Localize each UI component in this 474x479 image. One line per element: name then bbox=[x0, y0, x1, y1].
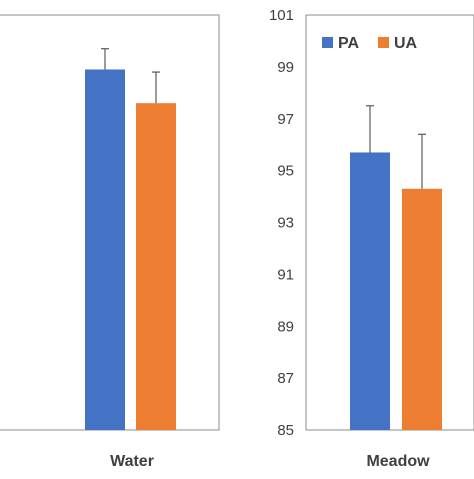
y-tick-label: 101 bbox=[269, 7, 294, 24]
y-tick-label: 93 bbox=[277, 215, 294, 232]
bar-pa-water bbox=[85, 69, 125, 430]
category-label: Water bbox=[110, 453, 154, 470]
legend-label-pa: PA bbox=[338, 35, 359, 52]
y-tick-label: 87 bbox=[277, 370, 294, 387]
bar-pa-meadow bbox=[350, 152, 390, 430]
y-tick-label: 85 bbox=[277, 422, 294, 439]
y-tick-label: 89 bbox=[277, 318, 294, 335]
category-label: Meadow bbox=[366, 453, 430, 470]
y-tick-label: 99 bbox=[277, 59, 294, 76]
y-tick-label: 95 bbox=[277, 163, 294, 180]
legend-swatch-ua bbox=[378, 37, 389, 48]
bar-ua-water bbox=[136, 103, 176, 430]
legend-swatch-pa bbox=[322, 37, 333, 48]
legend-label-ua: UA bbox=[394, 35, 418, 52]
y-tick-label: 91 bbox=[277, 266, 294, 283]
y-tick-label: 97 bbox=[277, 111, 294, 128]
bar-ua-meadow bbox=[402, 188, 442, 430]
